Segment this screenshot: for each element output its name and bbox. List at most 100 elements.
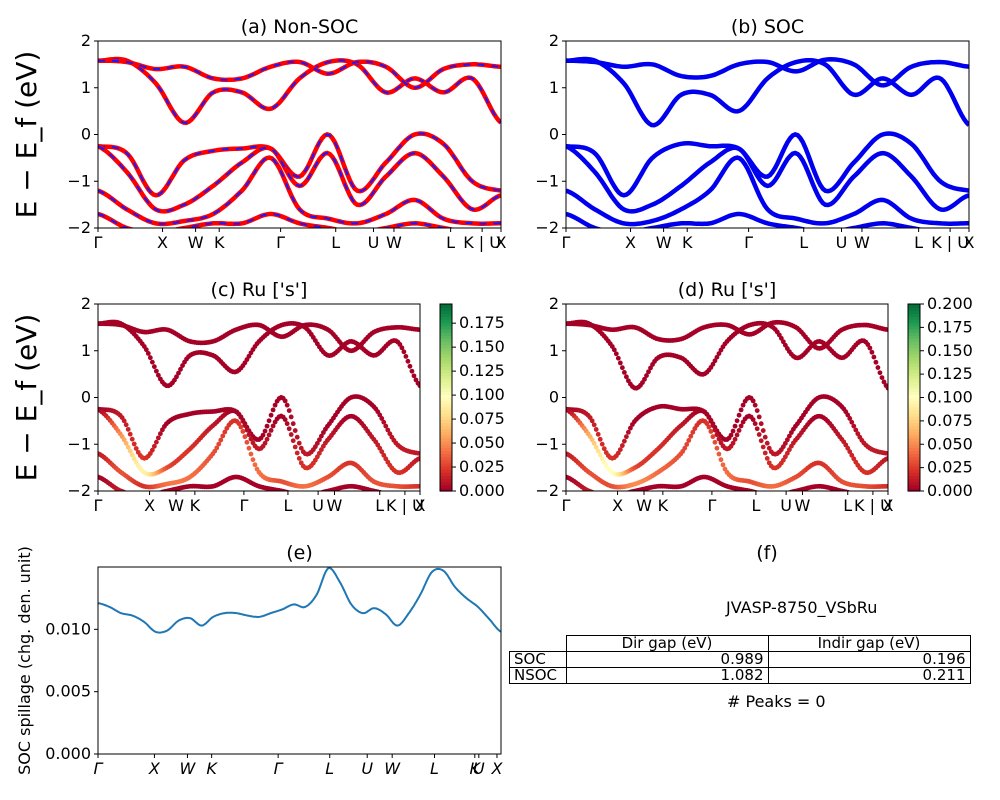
x-tick-label: Γ (562, 233, 571, 252)
band-point (730, 440, 736, 446)
band-point (387, 431, 393, 437)
colorbar-step (908, 406, 920, 411)
colorbar-step (440, 397, 452, 402)
colorbar-step (440, 428, 452, 433)
x-tick-label: X (157, 233, 168, 252)
x-tick-label: U (361, 759, 373, 778)
x-tick-label: K | U (931, 233, 969, 252)
band-point (750, 398, 756, 404)
band-point (766, 445, 772, 451)
band-point (617, 447, 623, 452)
x-tick-label: X (612, 496, 623, 515)
x-tick-label: Γ (274, 759, 284, 778)
colorbar-step (440, 363, 452, 367)
band-point (758, 490, 760, 491)
x-tick-label: L (446, 233, 455, 252)
colorbar-step (440, 328, 452, 333)
band-point (238, 424, 244, 430)
band-point (385, 427, 391, 433)
x-tick-label: W (188, 233, 204, 252)
band-point (417, 383, 420, 389)
band-point (399, 345, 405, 351)
x-tick-label: W (386, 233, 402, 252)
y-tick-label: 0.010 (45, 619, 91, 638)
band-point (248, 451, 254, 457)
band-point (873, 359, 879, 365)
y-axis-label: E − E_f (eV) (10, 51, 43, 219)
band-point (248, 436, 254, 442)
band-point (286, 426, 292, 432)
colorbar-step (908, 478, 920, 483)
band-point (617, 360, 623, 366)
band-point (145, 351, 151, 356)
band-point (130, 492, 135, 497)
band-point (294, 450, 300, 456)
band-point (756, 432, 762, 437)
colorbar-step (908, 310, 920, 314)
y-tick-label: 2 (81, 294, 91, 313)
colorbar-step (908, 484, 920, 489)
band-point (761, 492, 766, 497)
colorbar-step (440, 478, 452, 483)
x-tick-label: K (470, 759, 482, 778)
band-point (708, 429, 714, 434)
y-axis-label: E − E_f (eV) (10, 314, 43, 482)
colorbar-step (440, 469, 452, 473)
band-line-dash (98, 145, 501, 213)
colorbar-step (440, 450, 452, 455)
x-tick-label: X (415, 496, 426, 515)
x-tick-label: W (168, 496, 184, 515)
x-tick-label: X (964, 233, 975, 252)
colorbar-step (908, 475, 920, 480)
band-point (758, 421, 764, 427)
band-point (648, 365, 653, 371)
band-point (305, 493, 310, 498)
y-tick-label: −2 (535, 218, 559, 237)
x-tick-label: L (375, 496, 384, 515)
band-point (292, 444, 298, 450)
colorbar-step (440, 347, 452, 352)
panel-title: (e) (286, 542, 313, 564)
colorbar-step (440, 413, 452, 417)
x-tick-label: K | U (386, 496, 424, 515)
band-point (589, 437, 595, 443)
colorbar-tick-label: 0.075 (459, 409, 505, 428)
band-point (762, 434, 768, 440)
band-point (782, 454, 788, 460)
band-point (594, 491, 599, 496)
band-point (869, 349, 875, 355)
nsoc-dir-gap: 1.082 (565, 667, 769, 684)
band-point (710, 434, 716, 440)
band-point (129, 436, 135, 442)
colorbar-step (440, 366, 452, 371)
x-tick-label: X (883, 496, 894, 515)
colorbar-tick-label: 0.150 (927, 341, 973, 360)
y-tick-label: 0.005 (45, 682, 91, 701)
colorbar-step (440, 319, 452, 324)
colorbar-step (908, 304, 920, 308)
band-point (143, 347, 149, 353)
band-point (282, 417, 288, 423)
band-point (786, 433, 792, 439)
band-point (850, 490, 853, 491)
band-point (855, 431, 861, 437)
band-point (845, 445, 851, 451)
colorbar-tick-label: 0.150 (459, 337, 505, 356)
y-tick-label: 1 (549, 341, 559, 360)
band-point (272, 402, 278, 408)
bands-group (98, 319, 420, 498)
colorbar-step (440, 325, 452, 330)
colorbar-tick-label: 0.050 (927, 434, 973, 453)
colorbar-step (440, 344, 452, 349)
band-point (769, 493, 774, 498)
band-point (598, 492, 603, 497)
colorbar-step (908, 450, 920, 455)
x-tick-label: W (795, 496, 811, 515)
band-point (180, 363, 185, 368)
band-point (714, 354, 720, 360)
gap-table: Dir gap (eV) Indir gap (eV) SOC 0.989 0.… (509, 635, 971, 684)
band-point (316, 450, 322, 456)
colorbar-step (908, 360, 920, 364)
band-point (417, 483, 420, 489)
band-point (773, 493, 778, 498)
